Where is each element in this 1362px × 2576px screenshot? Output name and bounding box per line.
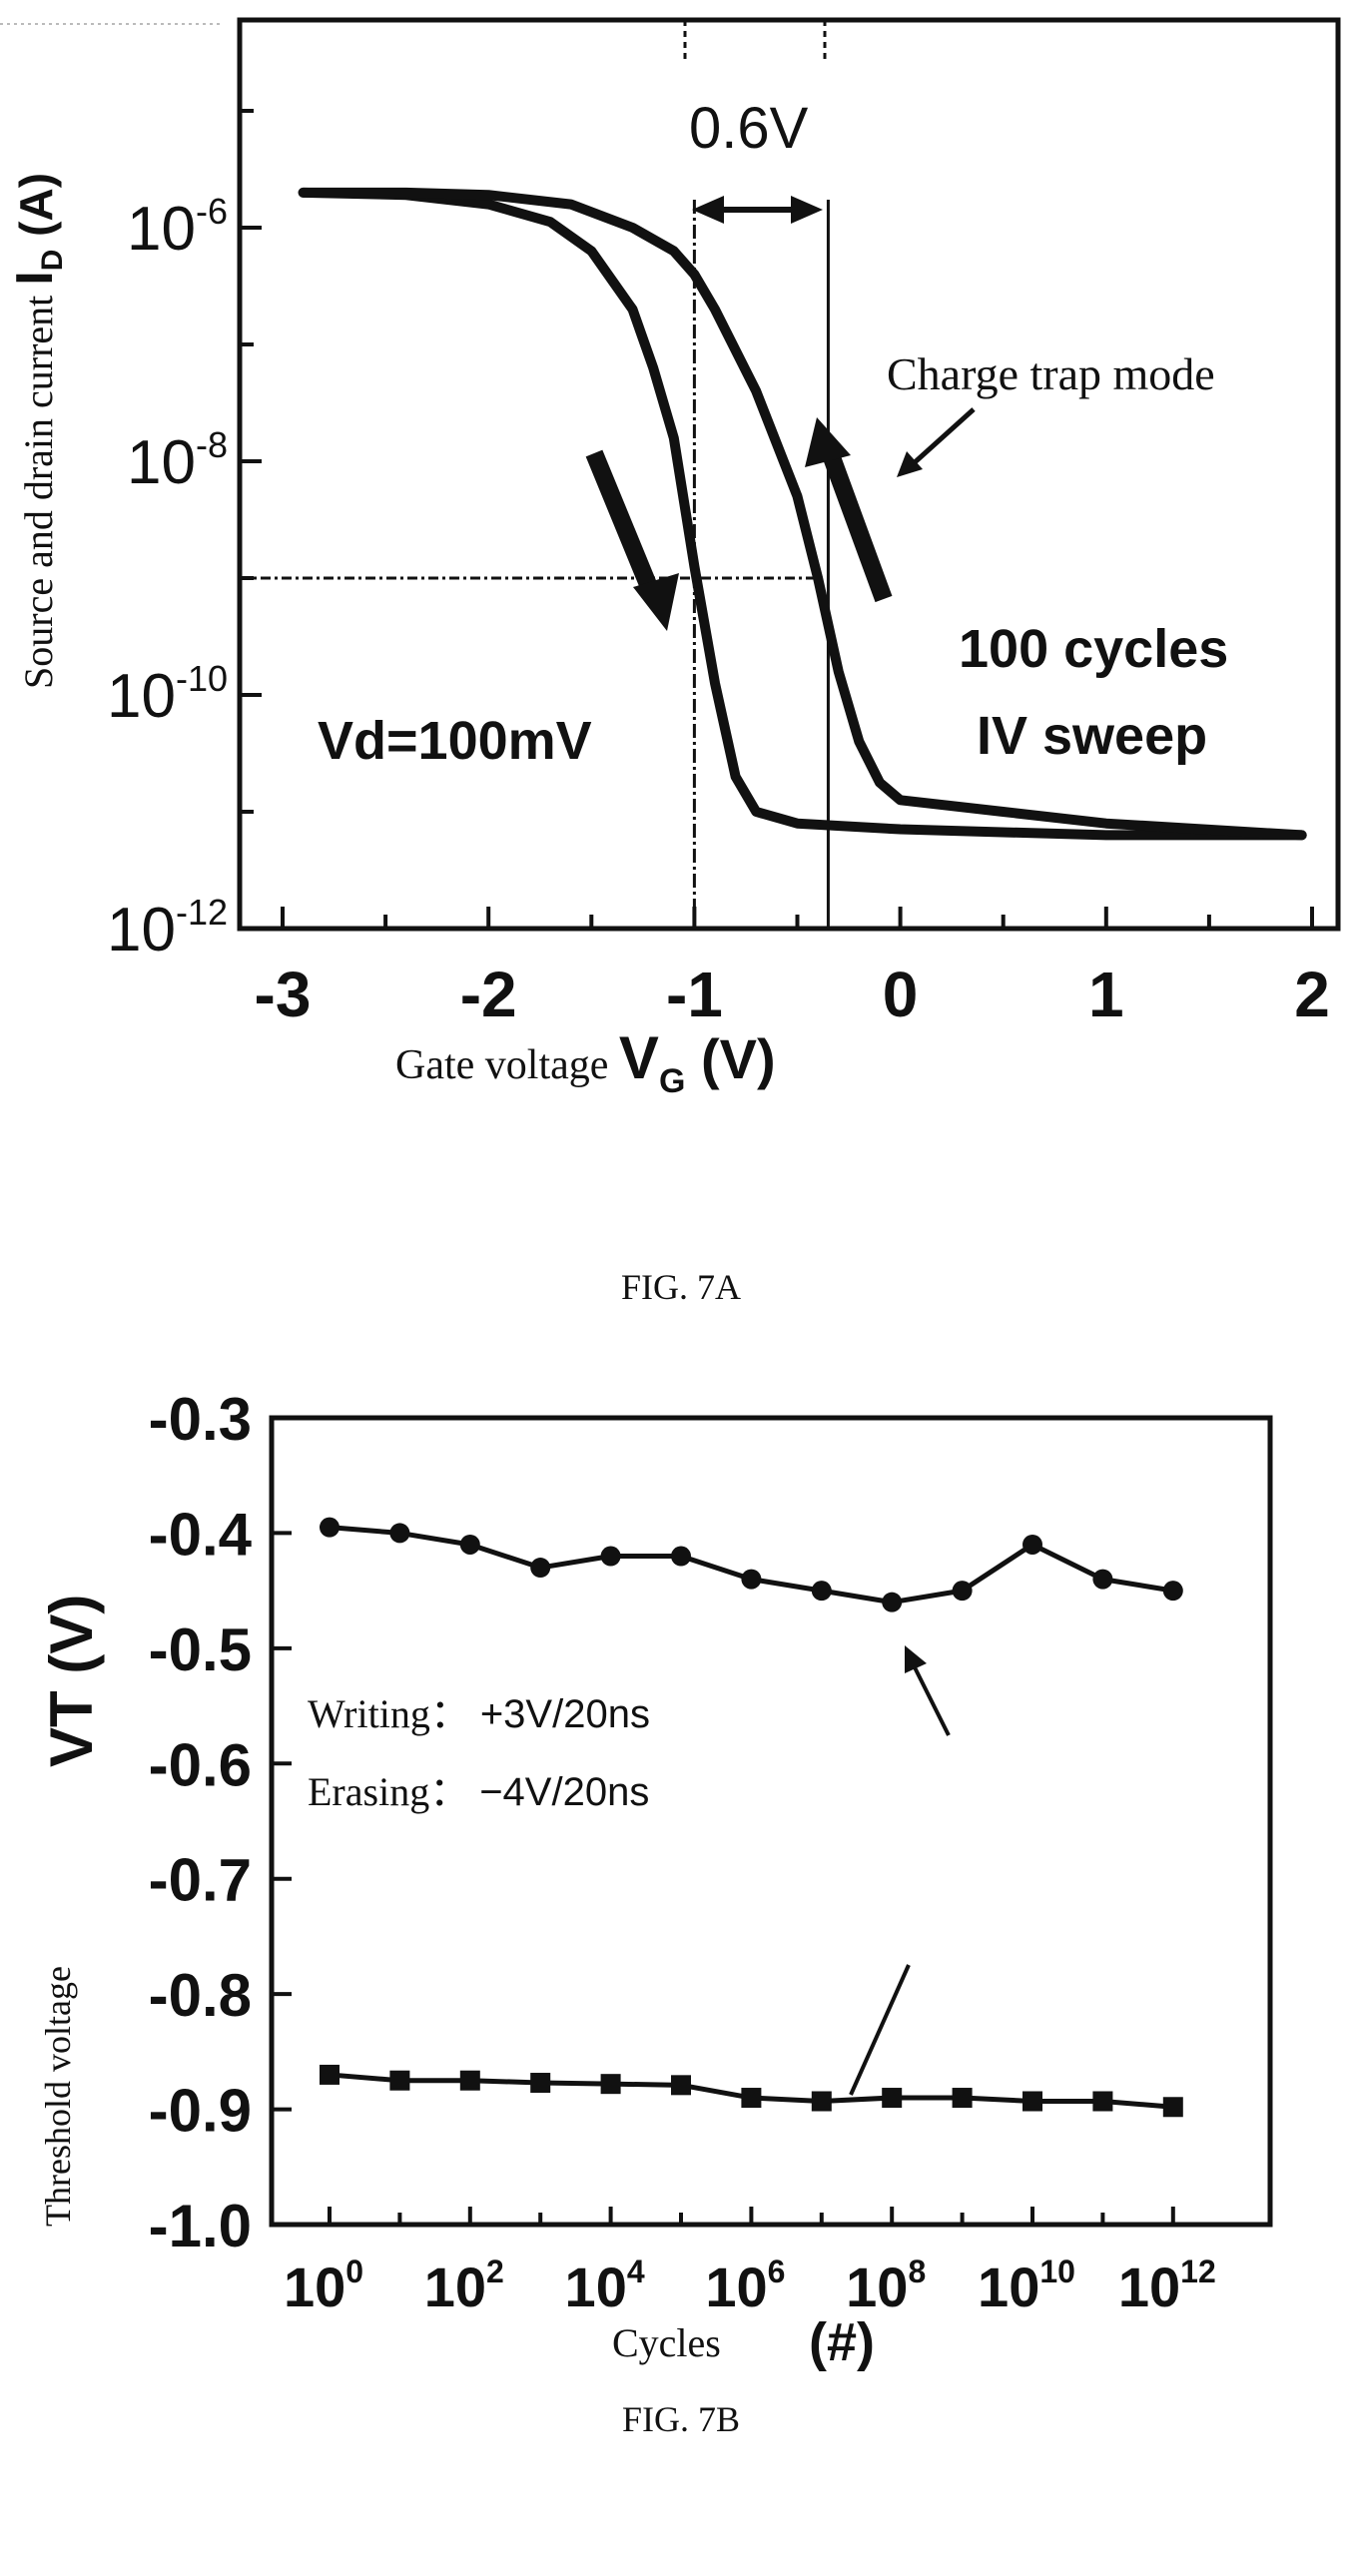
vt-point-erasing	[389, 2070, 410, 2091]
x-tick-label: 1	[1088, 959, 1124, 1030]
vt-point-writing	[600, 1546, 621, 1567]
y-tick-label: -1.0	[149, 2193, 252, 2259]
sweep-down-arrow	[585, 449, 679, 631]
fig-7a-caption: FIG. 7A	[620, 1267, 741, 1307]
fig-7b-caption: FIG. 7B	[621, 2399, 741, 2439]
writing-label: Writing： +3V/20ns	[308, 1691, 650, 1736]
fig-7b-y-axis-label-big: VT (V)	[38, 1595, 105, 1767]
vt-point-erasing	[1092, 2091, 1113, 2112]
fig-7b-y-axis-label-small: Threshold voltage	[38, 1966, 78, 2227]
fig-7a-x-axis-label: Gate voltage VG (V)	[395, 1024, 776, 1100]
id-vg-curve-2	[298, 187, 1307, 841]
y-tick-label: -0.4	[149, 1501, 253, 1568]
y-tick-label: -0.5	[149, 1616, 252, 1683]
vt-point-erasing	[320, 2064, 340, 2085]
vt-point-writing	[389, 1523, 410, 1544]
x-tick-label: -2	[460, 959, 517, 1030]
vt-point-writing	[459, 1534, 480, 1555]
vt-point-writing	[952, 1581, 973, 1602]
cycles-label-line1: 100 cycles	[959, 619, 1228, 679]
shift-label: 0.6V	[689, 96, 809, 161]
y-tick-label: -0.3	[149, 1386, 252, 1453]
x-tick-label: 100	[284, 2254, 363, 2318]
cycles-label-line2: IV sweep	[977, 706, 1207, 766]
x-tick-label: -1	[666, 959, 723, 1030]
x-tick-label: 1012	[1118, 2254, 1216, 2318]
fig-7b-chart: -0.3 -0.4 -0.5 -0.6 -0.7 -0.8 -0.9 -1.0 100 102 1…	[38, 1386, 1273, 2372]
x-tick-label: 108	[846, 2254, 926, 2318]
svg-text:Source and drain current ID (A: Source and drain current ID (A)	[6, 173, 69, 689]
fig-7b-x-axis-unit: (#)	[809, 2312, 875, 2372]
vt-point-writing	[1022, 1534, 1042, 1555]
y-tick-label: 10-12	[107, 892, 228, 965]
x-tick-label: -3	[255, 959, 312, 1030]
vt-point-writing	[530, 1558, 551, 1579]
sweep-up-arrow	[805, 417, 893, 603]
svg-text:Threshold voltage: Threshold voltage	[38, 1966, 78, 2227]
charge-trap-label: Charge trap mode	[887, 348, 1215, 399]
fig-7b-x-axis-label: Cycles	[612, 2320, 721, 2365]
x-tick-label: 0	[883, 959, 919, 1030]
vt-line-writing	[329, 1525, 1174, 1606]
y-tick-label: 10-6	[127, 191, 228, 264]
y-tick-label: -0.6	[149, 1731, 252, 1798]
vt-point-erasing	[882, 2088, 903, 2109]
vt-point-writing	[320, 1517, 340, 1538]
vt-point-erasing	[952, 2088, 973, 2109]
writing-pointer-arrow	[905, 1645, 951, 1736]
y-tick-label: -0.8	[149, 1962, 252, 2029]
erasing-pointer-line	[849, 1964, 911, 2096]
vt-point-writing	[1092, 1569, 1113, 1590]
fig-7a-y-axis-label: Source and drain current ID (A)	[6, 173, 69, 689]
vt-point-erasing	[741, 2088, 762, 2109]
fig-7b-plot-frame	[269, 1415, 1273, 2228]
x-tick-label: 2	[1294, 959, 1330, 1030]
vt-point-erasing	[459, 2070, 480, 2091]
x-tick-label: 1010	[978, 2254, 1075, 2318]
vt-point-erasing	[811, 2091, 832, 2112]
vt-point-erasing	[671, 2075, 691, 2096]
x-tick-label: 102	[424, 2254, 504, 2318]
vt-point-erasing	[530, 2073, 551, 2094]
svg-text:VT (V): VT (V)	[38, 1595, 105, 1767]
charge-trap-arrow	[912, 407, 976, 465]
y-tick-label: 10-10	[107, 658, 228, 731]
shift-arrow-head-left	[692, 196, 724, 224]
charge-trap-arrow-head	[897, 451, 923, 477]
fig-7a-chart: Source and drain current ID (A) 10-6 10-8…	[0, 17, 1341, 1100]
vd-label: Vd=100mV	[318, 711, 592, 771]
vt-point-writing	[882, 1592, 903, 1612]
erasing-label: Erasing： −4V/20ns	[308, 1769, 649, 1814]
x-tick-label: 106	[705, 2254, 785, 2318]
vt-point-writing	[741, 1569, 762, 1590]
vt-point-erasing	[1162, 2097, 1183, 2118]
fig-7a-plot-frame	[237, 17, 1341, 932]
vt-point-writing	[811, 1581, 832, 1602]
vt-point-writing	[1162, 1581, 1183, 1602]
id-vg-curve-1	[298, 187, 1307, 841]
vt-point-writing	[671, 1546, 691, 1567]
y-tick-label: -0.9	[149, 2078, 252, 2145]
vt-point-erasing	[600, 2074, 621, 2095]
shift-arrow-head-right	[791, 196, 823, 224]
y-tick-label: 10-8	[127, 424, 228, 497]
y-tick-label: -0.7	[149, 1847, 252, 1914]
x-tick-label: 104	[565, 2254, 645, 2318]
vt-point-erasing	[1022, 2091, 1042, 2112]
